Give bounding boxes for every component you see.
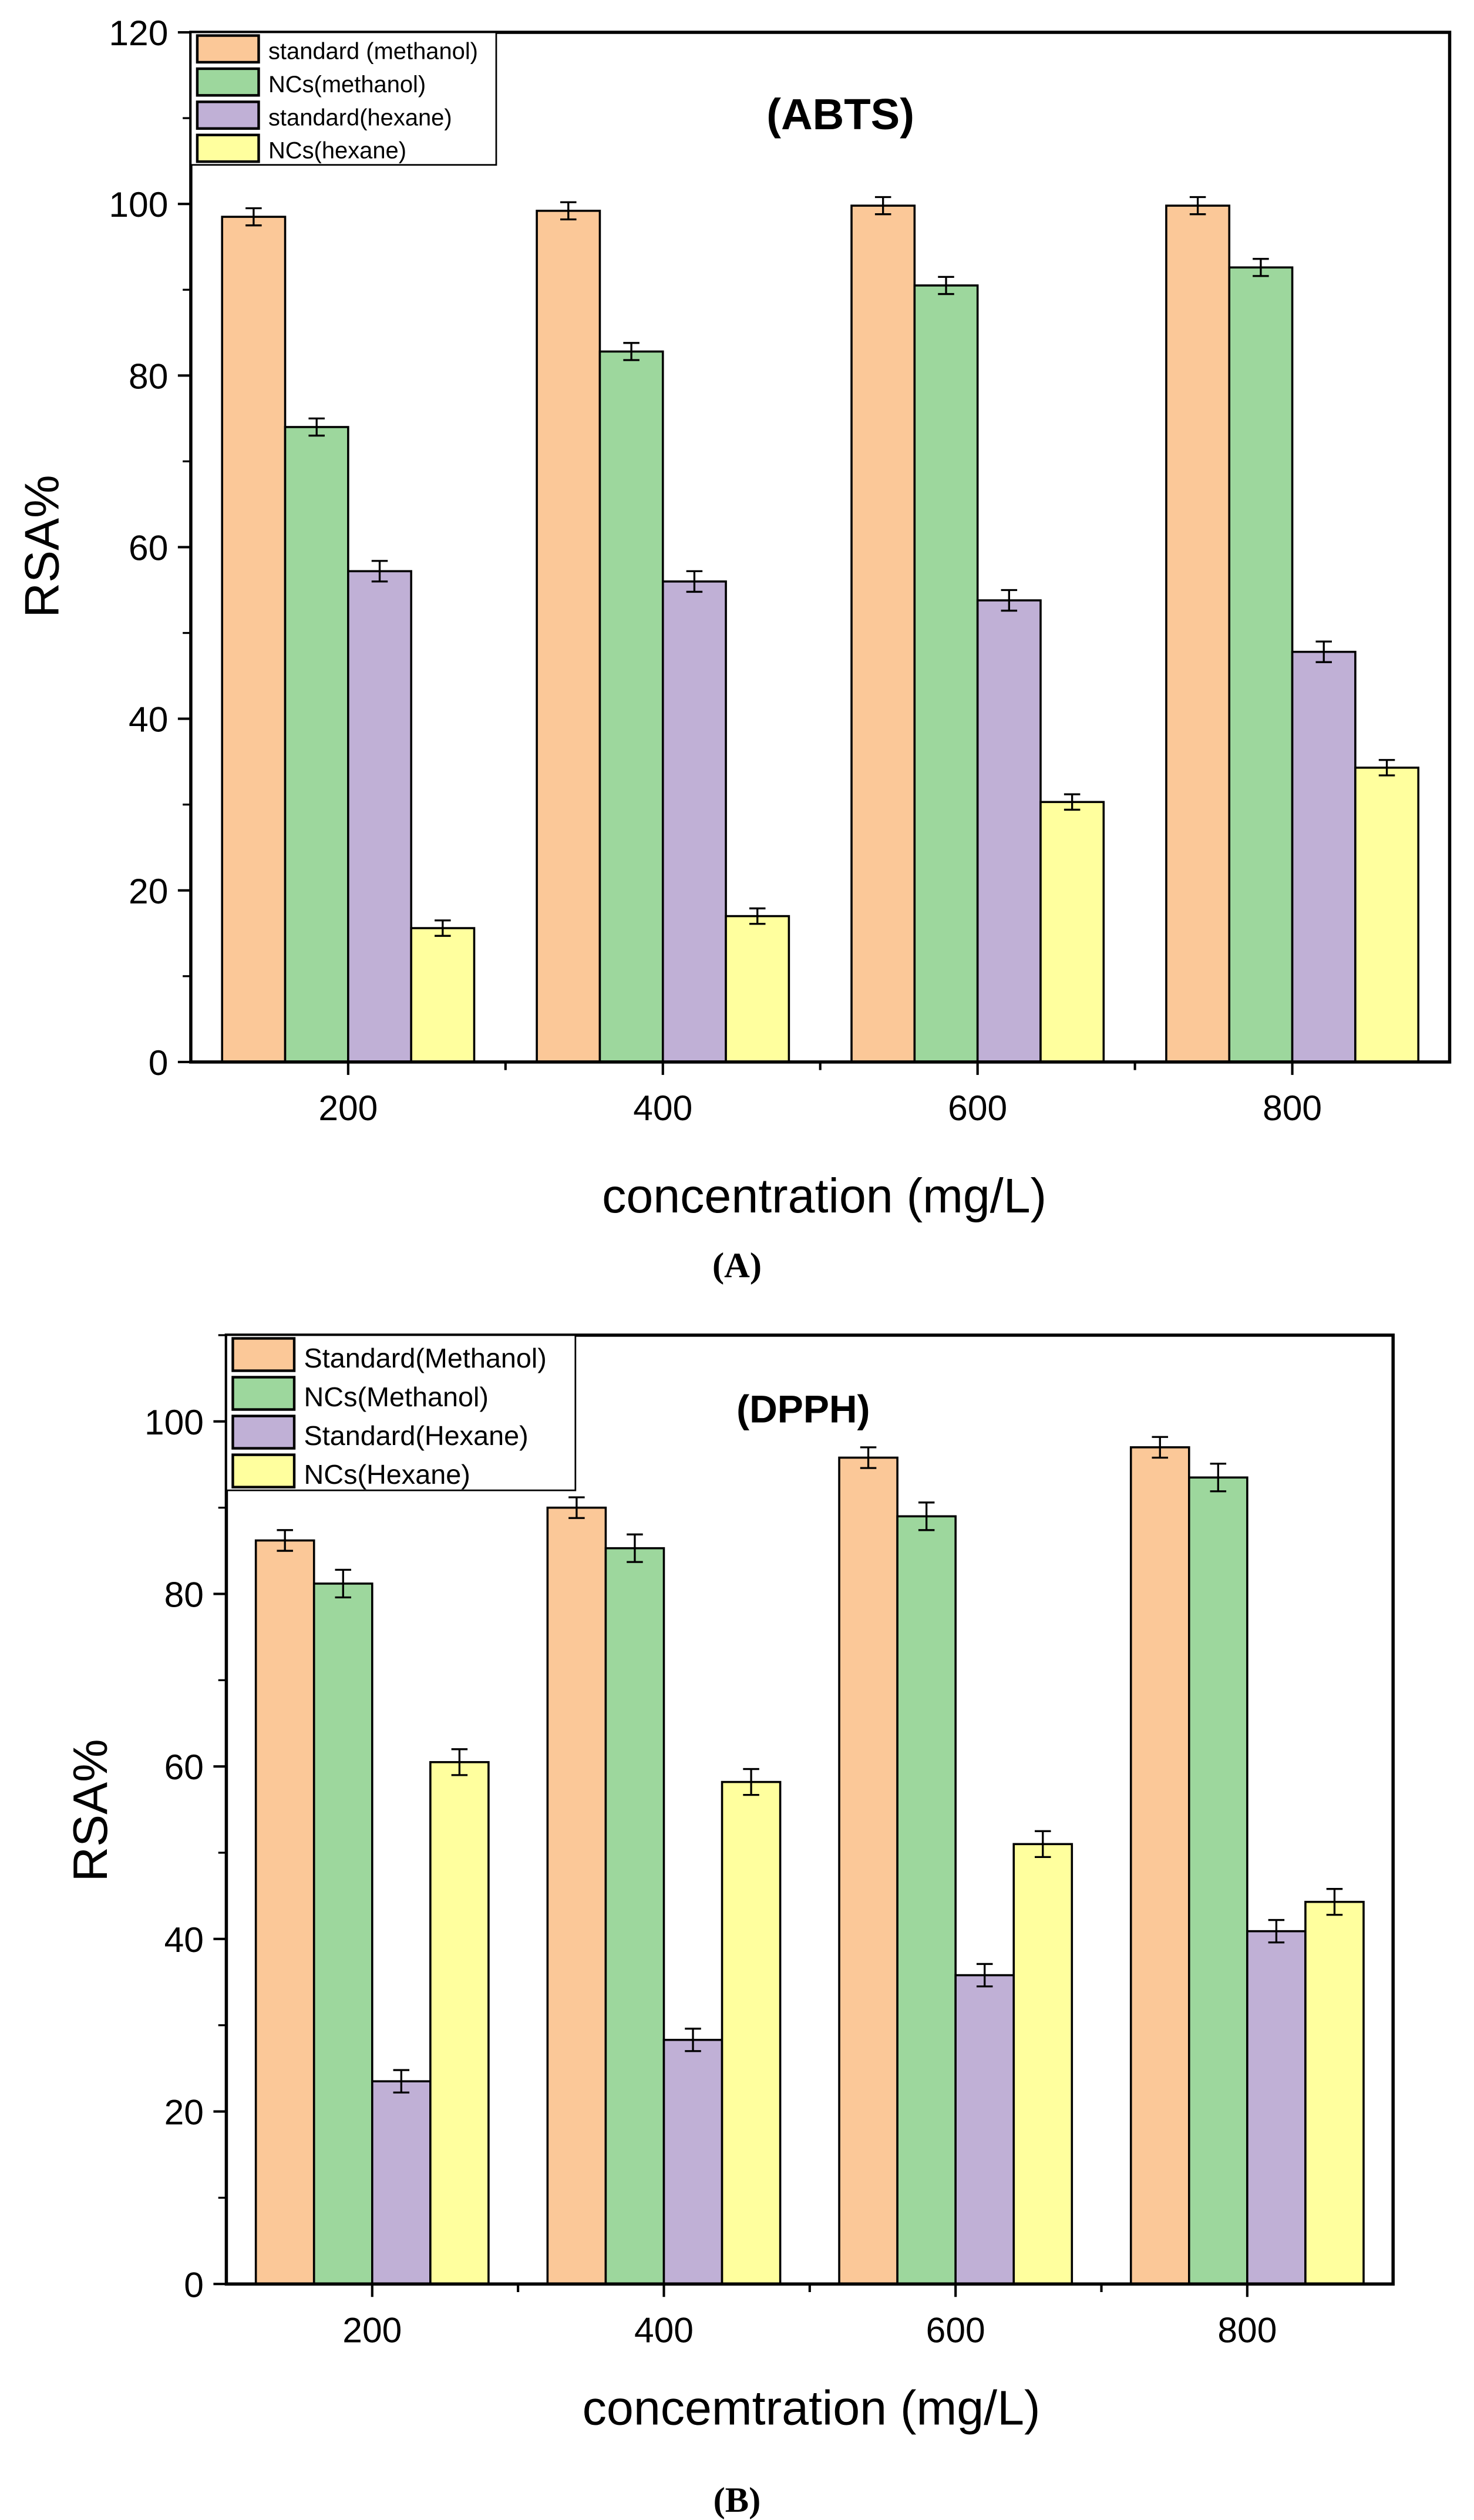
plot-frame: [224, 1333, 1395, 2286]
bar: [604, 1547, 665, 2286]
bar: [896, 1515, 957, 2286]
bar: [1291, 650, 1357, 1063]
bar: [410, 927, 476, 1063]
y-tick-label: 80: [164, 1575, 204, 1615]
x-tick-label: 800: [1217, 2310, 1277, 2350]
x-tick-label: 200: [342, 2310, 402, 2350]
legend-swatch: [196, 67, 260, 97]
y-tick-label: 60: [129, 527, 168, 567]
bar: [1354, 767, 1420, 1063]
legend-label: Standard(Methanol): [304, 1343, 547, 1373]
bar: [254, 1539, 315, 2286]
bar: [1188, 1476, 1248, 2286]
y-tick-label: 0: [184, 2264, 204, 2304]
bar: [850, 204, 916, 1063]
bar: [662, 2038, 723, 2286]
chart-panel-b: 200 400 600 800 0 20 40 60 80 100 Standard(Methano…: [63, 1333, 1395, 2520]
bar: [1304, 1900, 1365, 2286]
y-tick-label: 20: [164, 2092, 204, 2132]
legend-label: standard(hexane): [268, 105, 452, 130]
x-tick-label: 400: [633, 1088, 692, 1128]
y-tick-label: 40: [164, 1920, 204, 1960]
bar: [721, 1780, 782, 2286]
bar: [371, 2080, 432, 2286]
bar: [838, 1456, 898, 2286]
bar: [221, 216, 287, 1063]
panel-caption: (A): [712, 1246, 762, 1285]
bar: [284, 426, 349, 1063]
legend: standard (methanol) NCs(methanol) standard…: [190, 31, 497, 166]
bar: [1165, 204, 1231, 1063]
chart-title: (ABTS): [766, 90, 914, 139]
bar: [536, 210, 601, 1063]
x-tick-label: 600: [926, 2310, 985, 2350]
y-tick-label: 20: [129, 871, 168, 911]
y-tick-label: 0: [149, 1043, 169, 1083]
y-tick-label: 100: [144, 1402, 204, 1442]
legend-swatch: [196, 100, 260, 130]
legend-swatch: [196, 34, 260, 64]
bar: [1039, 801, 1105, 1063]
legend-swatch: [231, 1376, 296, 1411]
bar: [546, 1506, 607, 2286]
bar: [1246, 1930, 1307, 2286]
bar: [598, 350, 664, 1063]
y-tick-label: 120: [109, 13, 168, 53]
legend-label: standard (methanol): [268, 38, 478, 64]
bar: [954, 1974, 1015, 2286]
bar: [1129, 1446, 1190, 2286]
legend-label: NCs(methanol): [268, 72, 426, 98]
legend-swatch: [231, 1337, 296, 1372]
legend-swatch: [231, 1414, 296, 1450]
x-axis-label: concemtration (mg/L): [583, 2381, 1041, 2435]
chart-panel-a: 200 400 600 800 0 20 40 60 80 100 120 standard (met…: [15, 13, 1452, 1285]
x-tick-label: 600: [948, 1088, 1007, 1128]
y-tick-label: 100: [109, 184, 168, 224]
legend-label: Standard(Hexane): [304, 1420, 529, 1451]
legend-label: NCs(Methanol): [304, 1382, 489, 1412]
bar: [913, 284, 979, 1063]
panel-caption: (B): [714, 2481, 761, 2520]
x-tick-label: 800: [1263, 1088, 1322, 1128]
chart-title: (DPPH): [736, 1387, 870, 1431]
bar: [1012, 1843, 1073, 2286]
legend-label: NCs(hexane): [268, 138, 406, 164]
legend-swatch: [231, 1453, 296, 1489]
bar: [976, 599, 1042, 1063]
bar: [429, 1761, 490, 2286]
y-axis-label: RSA%: [63, 1739, 117, 1881]
bar: [1228, 266, 1294, 1063]
legend-swatch: [196, 133, 260, 163]
y-tick-label: 60: [164, 1747, 204, 1787]
bar: [312, 1582, 373, 2286]
bar: [661, 580, 727, 1063]
y-axis-label: RSA%: [15, 475, 69, 618]
x-axis-label: concentration (mg/L): [602, 1169, 1046, 1223]
x-tick-label: 200: [318, 1088, 378, 1128]
legend: Standard(Methanol) NCs(Methanol) Standard(…: [226, 1334, 577, 1491]
bar: [725, 915, 790, 1063]
y-tick-label: 40: [129, 700, 168, 740]
x-tick-label: 400: [634, 2310, 694, 2350]
y-tick-label: 80: [129, 356, 168, 396]
bar: [347, 570, 412, 1063]
legend-label: NCs(Hexane): [304, 1459, 470, 1490]
